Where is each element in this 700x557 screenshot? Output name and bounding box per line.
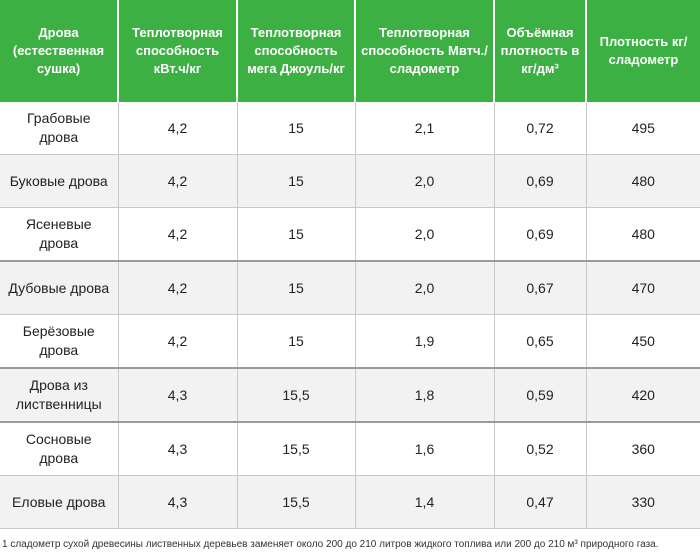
cell-bulk-density: 0,67	[494, 261, 587, 315]
cell-heat-mj-kg: 15	[237, 207, 356, 262]
cell-heat-mj-kg: 15,5	[237, 368, 356, 423]
cell-heat-mwh-stere: 2,1	[355, 102, 495, 155]
header-heat-mwh-stere: Теплотворная способность Мвтч./сладометр	[355, 0, 495, 102]
cell-heat-mwh-stere: 2,0	[355, 154, 495, 208]
cell-heat-mwh-stere: 2,0	[355, 207, 495, 262]
table-row: Ясеневые дрова 4,2 15 2,0 0,69 480	[0, 207, 700, 262]
cell-heat-mj-kg: 15,5	[237, 475, 356, 529]
header-row: Дрова (естественная сушка) Теплотворная …	[0, 0, 700, 102]
cell-density-stere: 360	[586, 422, 700, 476]
cell-density-stere: 450	[586, 314, 700, 369]
table-row: Дрова из лиственницы 4,3 15,5 1,8 0,59 4…	[0, 368, 700, 423]
table-body: Грабовые дрова 4,2 15 2,1 0,72 495 Буков…	[0, 102, 700, 529]
cell-heat-kwh-kg: 4,2	[118, 261, 238, 315]
cell-heat-mj-kg: 15	[237, 261, 356, 315]
cell-heat-kwh-kg: 4,3	[118, 368, 238, 423]
table-row: Дубовые дрова 4,2 15 2,0 0,67 470	[0, 261, 700, 315]
cell-heat-mwh-stere: 1,9	[355, 314, 495, 369]
table-row: Еловые дрова 4,3 15,5 1,4 0,47 330	[0, 475, 700, 529]
header-bulk-density: Объёмная плотность в кг/дм³	[494, 0, 587, 102]
cell-bulk-density: 0,65	[494, 314, 587, 369]
cell-wood-type: Еловые дрова	[0, 475, 119, 529]
cell-heat-mj-kg: 15	[237, 154, 356, 208]
footnote: 1 сладометр сухой древесины лиственных д…	[2, 539, 659, 550]
cell-heat-mwh-stere: 1,8	[355, 368, 495, 423]
cell-heat-mj-kg: 15	[237, 102, 356, 155]
table-row: Буковые дрова 4,2 15 2,0 0,69 480	[0, 154, 700, 208]
cell-heat-mwh-stere: 2,0	[355, 261, 495, 315]
cell-density-stere: 470	[586, 261, 700, 315]
cell-wood-type: Сосновые дрова	[0, 422, 119, 476]
cell-bulk-density: 0,69	[494, 207, 587, 262]
table-row: Берёзовые дрова 4,2 15 1,9 0,65 450	[0, 314, 700, 369]
cell-density-stere: 420	[586, 368, 700, 423]
header-wood-type: Дрова (естественная сушка)	[0, 0, 119, 102]
cell-heat-kwh-kg: 4,2	[118, 207, 238, 262]
header-heat-kwh-kg: Теплотворная способность кВт.ч/кг	[118, 0, 238, 102]
cell-density-stere: 480	[586, 154, 700, 208]
cell-density-stere: 330	[586, 475, 700, 529]
cell-bulk-density: 0,47	[494, 475, 587, 529]
cell-bulk-density: 0,52	[494, 422, 587, 476]
cell-heat-mj-kg: 15	[237, 314, 356, 369]
cell-bulk-density: 0,69	[494, 154, 587, 208]
table-row: Сосновые дрова 4,3 15,5 1,6 0,52 360	[0, 422, 700, 476]
table-row: Грабовые дрова 4,2 15 2,1 0,72 495	[0, 102, 700, 155]
cell-heat-mj-kg: 15,5	[237, 422, 356, 476]
cell-density-stere: 495	[586, 102, 700, 155]
cell-wood-type: Грабовые дрова	[0, 102, 119, 155]
cell-heat-mwh-stere: 1,4	[355, 475, 495, 529]
cell-heat-kwh-kg: 4,2	[118, 102, 238, 155]
cell-heat-kwh-kg: 4,2	[118, 314, 238, 369]
cell-heat-mwh-stere: 1,6	[355, 422, 495, 476]
table-header: Дрова (естественная сушка) Теплотворная …	[0, 0, 700, 102]
cell-wood-type: Буковые дрова	[0, 154, 119, 208]
cell-wood-type: Берёзовые дрова	[0, 314, 119, 369]
header-density-stere: Плотность кг/сладометр	[586, 0, 700, 102]
cell-heat-kwh-kg: 4,3	[118, 475, 238, 529]
cell-bulk-density: 0,72	[494, 102, 587, 155]
cell-density-stere: 480	[586, 207, 700, 262]
firewood-table: Дрова (естественная сушка) Теплотворная …	[0, 0, 700, 529]
cell-wood-type: Ясеневые дрова	[0, 207, 119, 262]
cell-heat-kwh-kg: 4,3	[118, 422, 238, 476]
cell-bulk-density: 0,59	[494, 368, 587, 423]
header-heat-mj-kg: Теплотворная способность мега Джоуль/кг	[237, 0, 356, 102]
cell-wood-type: Дрова из лиственницы	[0, 368, 119, 423]
cell-wood-type: Дубовые дрова	[0, 261, 119, 315]
cell-heat-kwh-kg: 4,2	[118, 154, 238, 208]
